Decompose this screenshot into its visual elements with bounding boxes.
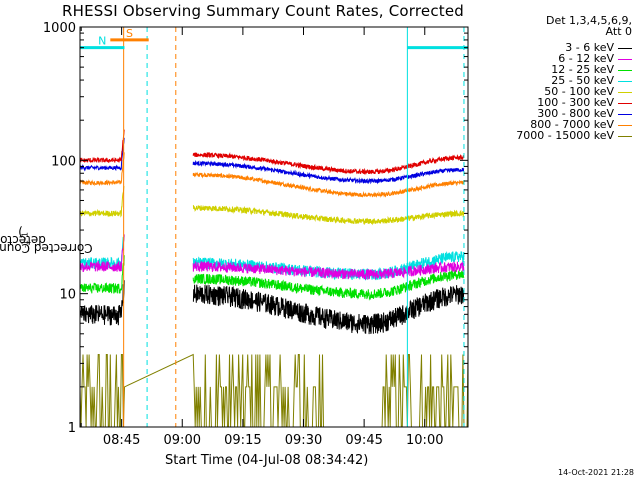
legend-label: 100 - 300 keV — [537, 96, 614, 109]
series-3to6kev-kev — [79, 280, 465, 335]
series-300to800kev-kev — [79, 137, 465, 185]
legend-entry: 100 - 300 keV — [537, 96, 632, 109]
legend-entry: 3 - 6 keV — [565, 41, 632, 54]
series-800to7000kev-kev — [79, 152, 465, 198]
y-tick-label: 1000 — [43, 21, 76, 36]
x-tick-label: 08:45 — [103, 433, 140, 448]
legend-swatch — [618, 47, 632, 49]
legend-entry: 7000 - 15000 keV — [516, 129, 632, 142]
series-line-early — [79, 129, 125, 164]
x-tick-label: 09:15 — [224, 433, 261, 448]
series-line-main — [192, 159, 465, 185]
legend-swatch — [618, 91, 632, 93]
legend-swatch — [618, 69, 632, 71]
legend-swatch — [618, 113, 632, 115]
series-100to300kev-kev — [79, 129, 465, 176]
series-line-main — [192, 204, 465, 226]
series-line-early — [79, 234, 125, 272]
x-tick-label: 09:30 — [285, 433, 322, 448]
series-line-early — [79, 235, 125, 271]
series-line-main — [192, 269, 465, 301]
series-line-early — [79, 280, 125, 326]
legend-entry: 300 - 800 keV — [537, 107, 632, 120]
legend-label: 7000 - 15000 keV — [516, 129, 614, 142]
annotation-label-1: N — [98, 35, 106, 48]
y-tick-label: 10 — [59, 288, 76, 303]
chart-title: RHESSI Observing Summary Count Rates, Co… — [62, 2, 465, 20]
legend-header-detectors: Det 1,3,4,5,6,9, — [545, 14, 632, 27]
y-tick-label: 100 — [51, 154, 76, 169]
series-line-steps — [79, 353, 469, 428]
legend-entry: 12 - 25 keV — [551, 63, 632, 76]
plot-frame — [79, 26, 469, 428]
legend-label: 50 - 100 keV — [544, 85, 614, 98]
legend-header-attenuator: Att 0 — [605, 25, 632, 38]
series-12to25kev-kev — [79, 255, 465, 301]
series-line-main — [192, 151, 465, 176]
axis-ticks: 1 10 100 1000 08:45 09:00 09:15 09:30 09:45 10:00 — [43, 21, 468, 448]
y-tick-label: 1 — [68, 421, 76, 436]
series-50to100kev-kev — [79, 185, 465, 226]
legend-entry: 800 - 7000 keV — [530, 118, 632, 131]
series-line-early — [79, 152, 125, 187]
series-line-early — [79, 255, 125, 294]
legend-swatch — [618, 102, 632, 104]
x-tick-label: 09:00 — [164, 433, 201, 448]
series-line-main — [192, 260, 465, 281]
generated-timestamp: 14-Oct-2021 21:28 — [558, 468, 634, 477]
x-axis-title: Start Time (04-Jul-08 08:34:42) — [165, 453, 369, 468]
legend-label: 300 - 800 keV — [537, 107, 614, 120]
legend-label: 25 - 50 keV — [551, 74, 614, 87]
legend-swatch — [618, 135, 632, 137]
series-line-main — [192, 171, 465, 198]
chart-marks: SN — [79, 27, 469, 428]
legend-swatch — [618, 80, 632, 82]
legend-entry: 25 - 50 keV — [551, 74, 632, 87]
x-tick-label: 09:45 — [345, 433, 382, 448]
x-tick-label: 10:00 — [406, 433, 443, 448]
legend-swatch — [618, 58, 632, 60]
legend-label: 800 - 7000 keV — [530, 118, 614, 131]
legend-label: 3 - 6 keV — [565, 41, 614, 54]
annotation-label-0: S — [126, 27, 133, 40]
legend-swatch — [618, 124, 632, 126]
series-7000to15000kev-kev — [79, 353, 469, 428]
legend-label: 6 - 12 keV — [558, 52, 614, 65]
legend-entry: 50 - 100 keV — [544, 85, 632, 98]
series-line-early — [79, 137, 125, 172]
series-6to12kev-kev — [79, 234, 465, 281]
series-line-main — [192, 284, 465, 335]
legend-entry: 6 - 12 keV — [558, 52, 632, 65]
legend-label: 12 - 25 keV — [551, 63, 614, 76]
series-line-early — [79, 185, 125, 218]
